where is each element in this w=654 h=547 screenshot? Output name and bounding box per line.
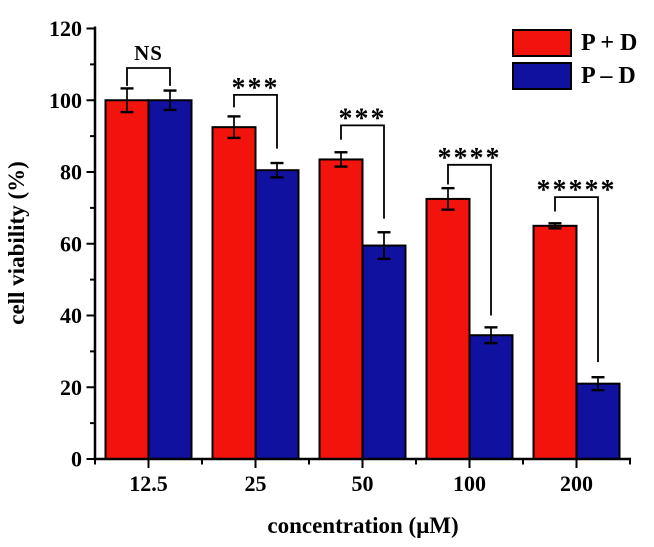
significance-bracket-100 xyxy=(447,163,492,316)
bar-p-minus-d-50 xyxy=(361,244,407,460)
x-tick-label: 50 xyxy=(352,471,374,496)
y-tick-label: 20 xyxy=(60,375,82,400)
significance-bracket-25 xyxy=(233,93,278,149)
significance-bracket-12.5 xyxy=(126,67,171,86)
bar-p-minus-d-25 xyxy=(254,169,300,461)
legend-swatch-blue xyxy=(512,62,572,90)
y-tick-label: 40 xyxy=(60,303,82,328)
legend: P + D P – D xyxy=(512,29,637,90)
bar-p-minus-d-100 xyxy=(468,334,514,461)
bar-p-minus-d-12.5 xyxy=(147,99,193,460)
x-tick-label: 100 xyxy=(453,471,486,496)
y-axis-title: cell viability (%) xyxy=(4,161,29,325)
bar-p-plus-d-200 xyxy=(532,224,578,460)
legend-label-p-minus-d: P – D xyxy=(581,63,636,89)
bar-p-minus-d-200 xyxy=(575,382,621,461)
y-tick-label: 120 xyxy=(49,16,82,41)
significance-label-12.5: NS xyxy=(134,41,163,65)
legend-label-p-plus-d: P + D xyxy=(581,30,638,56)
x-tick-label: 12.5 xyxy=(129,471,168,496)
bar-p-plus-d-50 xyxy=(318,158,364,460)
x-axis-title: concentration (μM) xyxy=(267,513,459,538)
y-tick-label: 60 xyxy=(60,231,82,256)
bar-p-plus-d-100 xyxy=(425,197,471,460)
x-tick-label: 25 xyxy=(245,471,267,496)
significance-bracket-50 xyxy=(340,124,385,219)
significance-label-200: ***** xyxy=(537,175,617,206)
bar-p-plus-d-12.5 xyxy=(104,99,150,460)
x-tick-label: 200 xyxy=(560,471,593,496)
significance-bracket-200 xyxy=(554,196,599,363)
y-tick-label: 80 xyxy=(60,160,82,185)
significance-label-25: *** xyxy=(232,73,280,104)
y-tick-label: 100 xyxy=(49,88,82,113)
legend-item-p-minus-d: P – D xyxy=(512,62,637,90)
legend-swatch-red xyxy=(512,29,572,57)
y-tick-label: 0 xyxy=(71,447,82,472)
significance-label-100: **** xyxy=(438,143,502,174)
bar-p-plus-d-25 xyxy=(211,126,257,460)
legend-item-p-plus-d: P + D xyxy=(512,29,637,57)
significance-label-50: *** xyxy=(339,103,387,134)
